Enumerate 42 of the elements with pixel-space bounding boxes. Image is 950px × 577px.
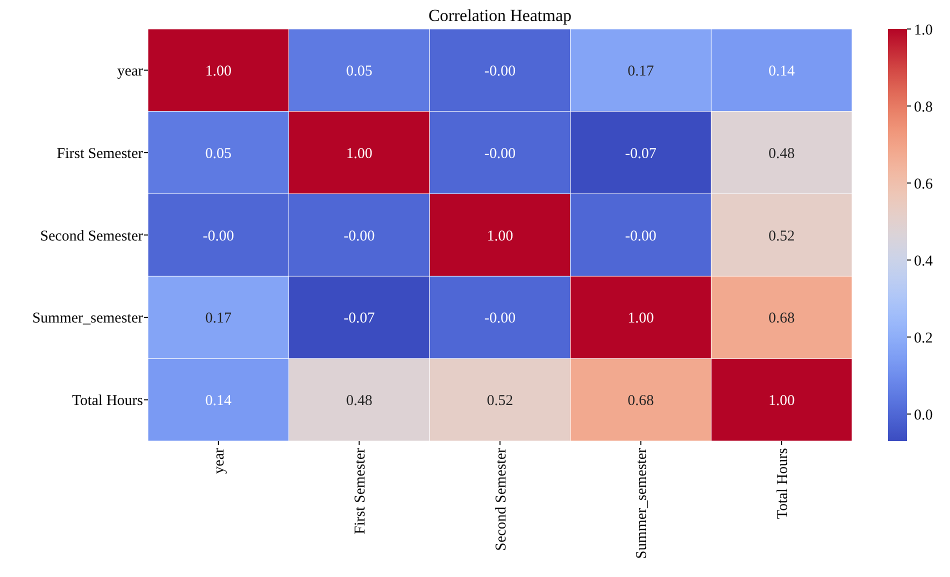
y-tick-label: Total Hours xyxy=(72,393,144,410)
x-tick-label: Summer_semester xyxy=(634,448,650,559)
data-label: 0.05 xyxy=(346,63,372,80)
data-label: 0.05 xyxy=(205,146,232,162)
data-label: 0.14 xyxy=(768,63,796,80)
data-label: -0.00 xyxy=(202,228,234,244)
x-tick-label: year xyxy=(212,448,228,474)
data-label: 0.68 xyxy=(768,310,795,327)
data-label: -0.00 xyxy=(484,146,516,162)
x-tick-label: Second Semester xyxy=(493,448,510,551)
color-bar-label: 0.2 xyxy=(914,330,933,346)
color-bar-label: 1.0 xyxy=(914,22,933,38)
x-tick-label: First Semester xyxy=(352,448,368,534)
data-label: -0.00 xyxy=(625,228,656,244)
data-label: 0.48 xyxy=(346,393,372,410)
color-bar-label: 0.4 xyxy=(914,253,934,270)
data-label: -0.00 xyxy=(344,228,375,244)
data-label: 0.48 xyxy=(768,146,795,162)
data-label: 1.00 xyxy=(346,146,372,162)
y-tick-label: Summer_semester xyxy=(32,310,143,327)
data-label: 0.68 xyxy=(628,393,654,410)
y-tick-label: Second Semester xyxy=(40,228,144,244)
data-label: -0.07 xyxy=(625,146,657,162)
color-bar-label: 0.6 xyxy=(914,176,934,192)
data-label: 1.00 xyxy=(628,310,654,327)
y-tick-label: First Semester xyxy=(56,146,143,162)
color-bar-label: 0.0 xyxy=(914,407,933,424)
color-bar-label: 0.8 xyxy=(914,99,933,116)
data-label: -0.07 xyxy=(344,310,376,327)
data-label: -0.00 xyxy=(484,310,516,327)
data-label: 0.17 xyxy=(205,310,232,327)
data-label: 1.00 xyxy=(768,393,795,410)
data-label: -0.00 xyxy=(484,63,516,80)
y-tick-label: year xyxy=(117,63,144,80)
data-label: 0.52 xyxy=(768,228,795,244)
data-label: 0.14 xyxy=(205,393,232,410)
data-label: 1.00 xyxy=(486,228,514,244)
data-label: 0.52 xyxy=(486,393,514,410)
data-label: 1.00 xyxy=(205,63,232,80)
data-label: 0.17 xyxy=(628,63,654,80)
chart-title: Correlation Heatmap xyxy=(428,6,572,25)
x-tick-label: Total Hours xyxy=(774,448,791,520)
